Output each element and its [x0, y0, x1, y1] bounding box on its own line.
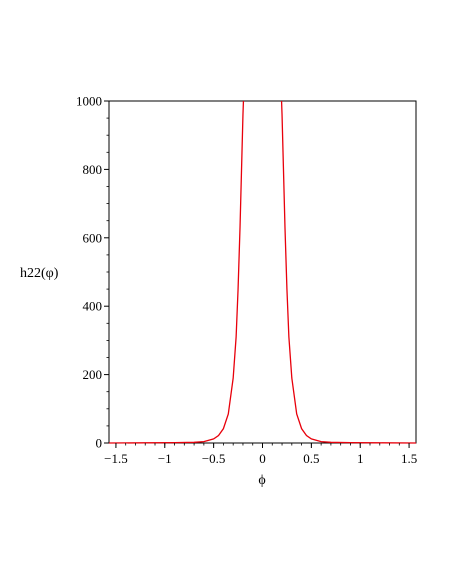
- y-tick-label: 200: [83, 367, 103, 382]
- y-axis-label: h22(φ): [20, 266, 59, 281]
- y-tick-label: 0: [96, 436, 103, 451]
- x-tick-label: 0: [259, 451, 266, 466]
- y-tick-label: 600: [83, 230, 103, 245]
- x-tick-label: −1: [158, 451, 172, 466]
- x-axis-label: ϕ: [258, 473, 265, 488]
- x-tick-label: 0.5: [303, 451, 319, 466]
- y-tick-label: 1000: [76, 94, 102, 109]
- x-tick-label: 1.5: [401, 451, 417, 466]
- series-layer: [108, 100, 417, 444]
- plot-frame: [108, 100, 417, 444]
- y-tick-label: 800: [83, 162, 103, 177]
- y-axis-ticks: 0 200 400 600 800 1000: [76, 94, 109, 451]
- series-line-0: [108, 100, 417, 444]
- y-tick-label: 400: [83, 299, 103, 314]
- x-tick-label: 1: [357, 451, 364, 466]
- x-tick-label: −1.5: [104, 451, 128, 466]
- x-axis-ticks: −1.5 −1 −0.5 0 0.5 1 1.5: [104, 443, 417, 466]
- x-tick-label: −0.5: [202, 451, 226, 466]
